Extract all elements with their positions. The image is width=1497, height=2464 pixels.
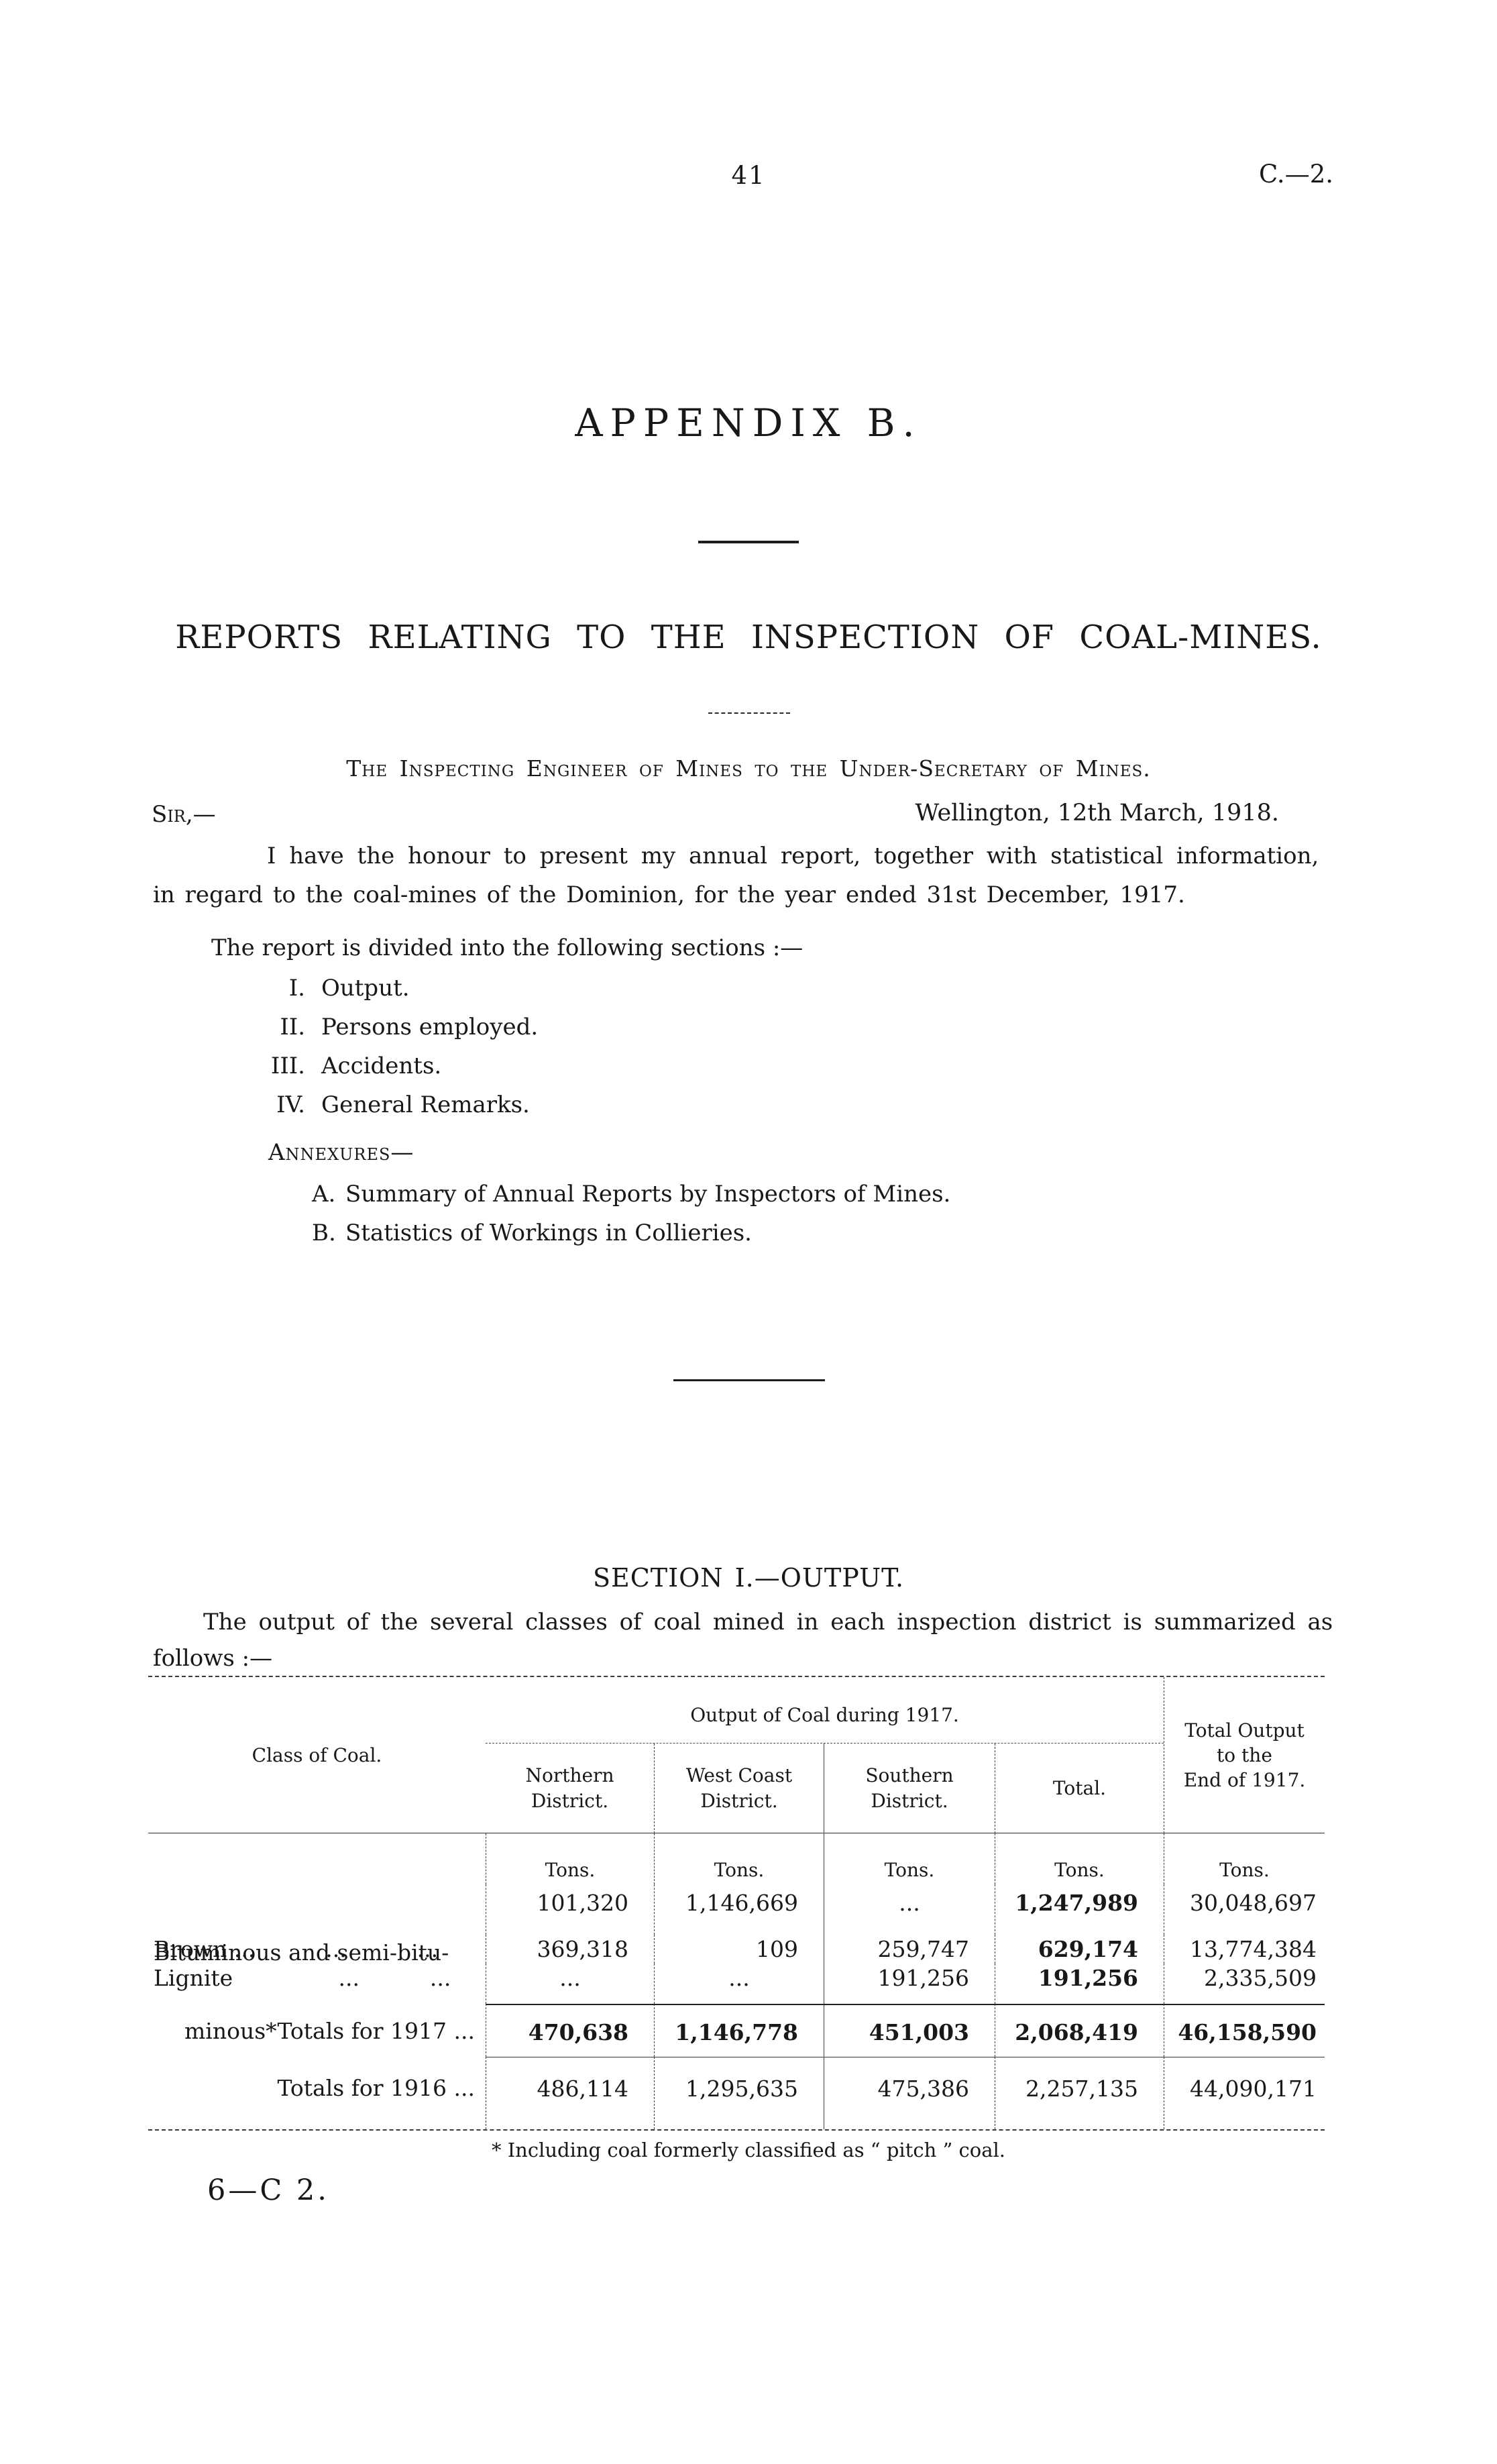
annexure-numeral: B. bbox=[312, 1220, 336, 1246]
letter-line-2: in regard to the coal-mines of the Domin… bbox=[153, 881, 1185, 908]
section1-intro-line-2: follows :— bbox=[153, 1645, 273, 1672]
cell-lignite-southern: 191,256 bbox=[824, 1964, 995, 2004]
district-header-northern: Northern District. bbox=[486, 1744, 654, 1833]
cell-lignite-northern: ... bbox=[486, 1964, 654, 2004]
output-table: Class of Coal. Output of Coal during 191… bbox=[148, 1676, 1325, 2131]
cell-bituminous-total: 1,247,989 bbox=[995, 1884, 1164, 1935]
heading-rule bbox=[708, 712, 790, 714]
units-spacer bbox=[148, 1833, 486, 1884]
total-output-header: Total Output to the End of 1917. bbox=[1164, 1677, 1325, 1833]
section-item-persons: II. Persons employed. bbox=[211, 1014, 538, 1040]
cell-brown-west-coast: 109 bbox=[654, 1935, 824, 1964]
district-header-southern: Southern District. bbox=[824, 1744, 995, 1833]
units-west-coast: Tons. bbox=[654, 1833, 824, 1884]
divider-rule bbox=[673, 1379, 825, 1381]
sir-label: Sir,— bbox=[152, 801, 216, 828]
section-label: Persons employed. bbox=[321, 1014, 539, 1040]
doc-ref: C.—2. bbox=[1258, 160, 1333, 189]
units-northern: Tons. bbox=[486, 1833, 654, 1884]
annexure-item-b: B. Statistics of Workings in Collieries. bbox=[312, 1220, 752, 1246]
page-number: 41 bbox=[731, 161, 766, 190]
units-total: Tons. bbox=[995, 1833, 1164, 1884]
cell-totals-1917-northern: 470,638 bbox=[486, 2004, 654, 2057]
cell-bituminous-northern: 101,320 bbox=[486, 1884, 654, 1935]
section-numeral: I. bbox=[288, 975, 305, 1002]
row-label-line-1: Bituminous and semi-bitu- bbox=[154, 1939, 449, 1966]
section-label: Accidents. bbox=[321, 1053, 442, 1079]
letter-line-1: I have the honour to present my annual r… bbox=[267, 843, 1319, 869]
units-total-end: Tons. bbox=[1164, 1833, 1325, 1884]
section-numeral: III. bbox=[270, 1053, 305, 1079]
cell-totals-1916-total: 2,257,135 bbox=[995, 2057, 1164, 2129]
cell-bituminous-southern: ... bbox=[824, 1884, 995, 1935]
units-southern: Tons. bbox=[824, 1833, 995, 1884]
appendix-title: APPENDIX B. bbox=[575, 401, 922, 445]
section-numeral: II. bbox=[280, 1014, 305, 1040]
section1-intro-line-1: The output of the several classes of coa… bbox=[203, 1609, 1333, 1636]
row-label-line-2: minous* bbox=[184, 2018, 277, 2044]
cell-totals-1916-southern: 475,386 bbox=[824, 2057, 995, 2129]
totals-1917-label: Totals for 1917 ... bbox=[277, 2018, 475, 2044]
cell-totals-1917-total: 2,068,419 bbox=[995, 2004, 1164, 2057]
cell-totals-1916-total-end: 44,090,171 bbox=[1164, 2057, 1325, 2129]
row-label-brown: Brown ... ... ... bbox=[154, 1936, 439, 1962]
sections-intro: The report is divided into the following… bbox=[211, 934, 803, 961]
cell-totals-1917-southern: 451,003 bbox=[824, 2004, 995, 2057]
section-label: Output. bbox=[321, 975, 410, 1002]
cell-brown-total-end: 13,774,384 bbox=[1164, 1935, 1325, 1964]
annexure-numeral: A. bbox=[312, 1181, 336, 1208]
cell-brown-southern: 259,747 bbox=[824, 1935, 995, 1964]
district-header-total: Total. bbox=[995, 1744, 1164, 1833]
reports-heading: REPORTS RELATING TO THE INSPECTION OF CO… bbox=[175, 619, 1322, 656]
annexure-label: Summary of Annual Reports by Inspectors … bbox=[345, 1181, 951, 1208]
class-of-coal-header: Class of Coal. bbox=[148, 1677, 486, 1833]
group-header-output-1917: Output of Coal during 1917. bbox=[486, 1677, 1164, 1744]
cell-totals-1916-west-coast: 1,295,635 bbox=[654, 2057, 824, 2129]
annexures-label: Annexures— bbox=[268, 1139, 414, 1166]
cell-lignite-total: 191,256 bbox=[995, 1964, 1164, 2004]
district-header-west-coast: West Coast District. bbox=[654, 1744, 824, 1833]
dateline: Wellington, 12th March, 1918. bbox=[915, 800, 1279, 826]
cell-brown-northern: 369,318 bbox=[486, 1935, 654, 1964]
cell-bituminous-west-coast: 1,146,669 bbox=[654, 1884, 824, 1935]
title-rule bbox=[698, 541, 799, 543]
totals-1916-label: Totals for 1916 ... bbox=[277, 2075, 475, 2101]
cell-totals-1917-total-end: 46,158,590 bbox=[1164, 2004, 1325, 2057]
row-label-bituminous: Bituminous and semi-bitu- minous* bbox=[148, 1884, 486, 2044]
section1-heading: SECTION I.—OUTPUT. bbox=[592, 1563, 905, 1593]
cell-totals-1916-northern: 486,114 bbox=[486, 2057, 654, 2129]
section-numeral: IV. bbox=[276, 1091, 305, 1118]
footer-signature: 6—C 2. bbox=[207, 2174, 329, 2207]
section-label: General Remarks. bbox=[321, 1091, 530, 1118]
section-item-general-remarks: IV. General Remarks. bbox=[211, 1091, 530, 1118]
annexure-item-a: A. Summary of Annual Reports by Inspecto… bbox=[312, 1181, 950, 1208]
cell-lignite-total-end: 2,335,509 bbox=[1164, 1964, 1325, 2004]
cell-brown-total: 629,174 bbox=[995, 1935, 1164, 1964]
cell-bituminous-total-end: 30,048,697 bbox=[1164, 1884, 1325, 1935]
footnote: * Including coal formerly classified as … bbox=[491, 2139, 1005, 2161]
cell-totals-1917-west-coast: 1,146,778 bbox=[654, 2004, 824, 2057]
section-item-output: I. Output. bbox=[211, 975, 410, 1002]
row-label-lignite: Lignite ... ... bbox=[154, 1965, 451, 1991]
salutation-line: The Inspecting Engineer of Mines to the … bbox=[346, 755, 1151, 782]
section-item-accidents: III. Accidents. bbox=[211, 1053, 441, 1079]
cell-lignite-west-coast: ... bbox=[654, 1964, 824, 2004]
annexure-label: Statistics of Workings in Collieries. bbox=[345, 1220, 752, 1246]
